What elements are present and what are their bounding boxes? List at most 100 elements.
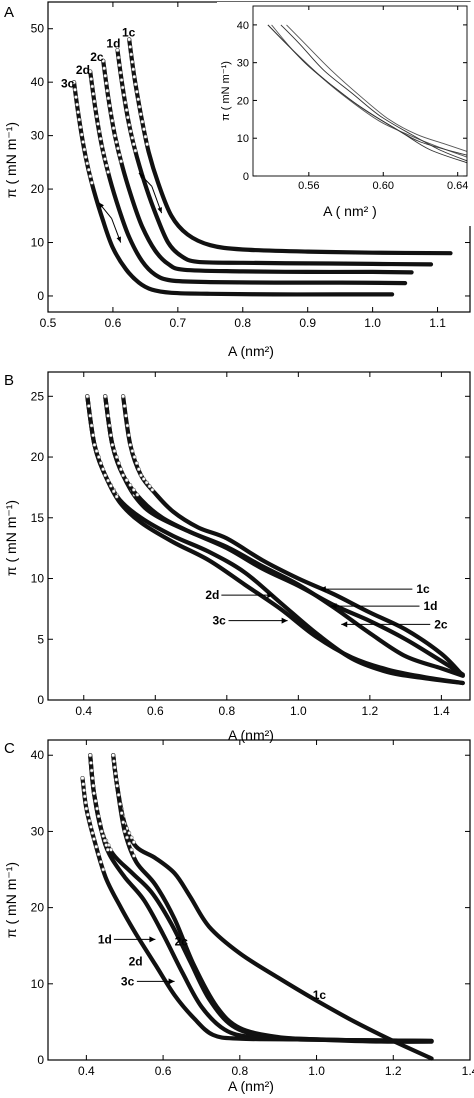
data-point: [118, 802, 123, 806]
data-point: [99, 461, 103, 466]
y-tick-label: 20: [237, 95, 249, 107]
panel-C: C 0.4 0.6 0.8 1.0 1.2 1.4 0 10 20 30 40 1d 2c 2d 3c 1c A …: [3, 739, 474, 1094]
data-point: [133, 148, 138, 153]
data-point: [107, 423, 112, 428]
data-point: [85, 394, 90, 399]
data-point: [136, 97, 141, 102]
inset-y-axis-title: π ( mN m⁻¹): [220, 61, 232, 121]
data-point: [82, 788, 87, 793]
data-point: [125, 835, 129, 840]
data-point: [120, 394, 126, 399]
data-point: [103, 73, 108, 78]
data-point: [98, 136, 103, 141]
curve-label-1c: 1c: [416, 582, 430, 596]
x-tick-label: 1.4: [462, 1064, 474, 1078]
data-point: [128, 442, 133, 447]
data-point: [132, 74, 137, 79]
data-point: [101, 150, 106, 155]
curve-label-3c: 3c: [61, 77, 75, 91]
series-line: [111, 753, 434, 1044]
data-point: [101, 867, 106, 872]
data-point: [78, 125, 83, 130]
data-point: [137, 104, 142, 109]
y-tick-label: 50: [31, 22, 45, 36]
y-tick-label: 0: [37, 693, 44, 707]
data-point: [106, 413, 111, 418]
series-3c: [71, 80, 395, 297]
x-tick-label: 0.6: [147, 704, 164, 718]
arrowhead: [157, 207, 162, 214]
series-1c: [120, 394, 465, 678]
data-point: [89, 825, 93, 829]
arrowhead: [281, 617, 288, 624]
data-point: [76, 110, 81, 115]
data-point: [134, 461, 139, 466]
data-point: [82, 794, 87, 799]
x-tick-label: 0.64: [447, 180, 468, 192]
data-point: [140, 119, 145, 124]
data-point: [88, 69, 93, 74]
data-point: [114, 777, 119, 782]
data-point: [105, 88, 110, 93]
arrowhead: [138, 173, 145, 179]
data-point: [134, 89, 139, 94]
curve-label-1c: 1c: [313, 988, 327, 1002]
data-point: [131, 840, 136, 845]
data-point: [150, 487, 155, 492]
data-point: [101, 467, 106, 472]
series-1d: [111, 753, 434, 1044]
data-point: [93, 107, 98, 111]
data-point: [79, 132, 84, 137]
data-point: [85, 161, 90, 166]
series-line: [103, 394, 465, 677]
data-point: [131, 487, 136, 492]
data-point: [103, 157, 107, 162]
data-point: [104, 81, 109, 86]
y-axis-title: π ( mN m⁻¹): [3, 500, 19, 576]
y-tick-label: 10: [31, 236, 45, 250]
x-tick-label: 1.0: [364, 316, 381, 330]
data-point: [133, 82, 138, 87]
curve-label-2d: 2d: [129, 955, 143, 969]
series-line: [80, 776, 434, 1044]
x-tick-label: 1.0: [308, 1064, 325, 1078]
curve-label-2c: 2c: [175, 935, 189, 949]
y-tick-label: 0: [37, 1053, 44, 1067]
x-axis-title: A (nm²): [228, 727, 274, 743]
x-axis-title: A (nm²): [228, 343, 274, 359]
data-point: [128, 45, 133, 49]
data-point: [114, 455, 119, 459]
data-point: [96, 814, 101, 819]
y-tick-label: 10: [31, 977, 45, 991]
series-line: [121, 394, 465, 678]
plot-frame: [47, 371, 471, 701]
data-point: [96, 852, 101, 857]
curve-label-2d: 2d: [205, 588, 219, 602]
data-point: [117, 152, 122, 157]
data-point: [119, 159, 124, 164]
data-point: [90, 776, 95, 781]
data-point: [128, 129, 133, 134]
data-point: [90, 831, 95, 835]
curve-label-1d: 1d: [424, 599, 438, 613]
data-point: [94, 114, 99, 119]
y-tick-label: 30: [31, 129, 45, 143]
data-point: [102, 838, 107, 843]
data-point: [112, 759, 116, 764]
curve-label-2c: 2c: [90, 50, 104, 64]
data-point: [86, 812, 90, 817]
data-point: [119, 78, 124, 82]
y-tick-label: 10: [237, 133, 249, 145]
panel-label: C: [4, 740, 15, 757]
data-point: [106, 478, 111, 483]
x-tick-label: 1.1: [429, 316, 446, 330]
x-tick-label: 0.8: [218, 704, 235, 718]
data-point: [101, 834, 106, 838]
arrowhead: [149, 936, 156, 943]
arrowhead: [330, 603, 337, 610]
x-tick-label: 0.4: [78, 1064, 95, 1078]
x-tick-label: 0.4: [75, 704, 92, 718]
x-tick-label: 0.56: [298, 180, 319, 192]
data-point: [73, 87, 77, 92]
